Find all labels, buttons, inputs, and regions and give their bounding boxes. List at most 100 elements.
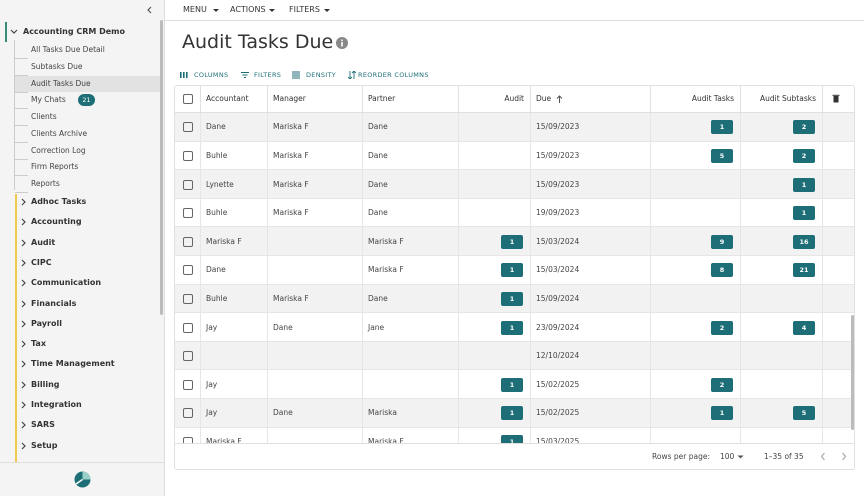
count-badge[interactable]: 1 [501, 377, 523, 392]
menu-button[interactable]: ACTIONS [230, 5, 266, 14]
column-header[interactable]: Audit Subtasks [759, 93, 816, 103]
cell-divider [740, 198, 741, 228]
cell-text: Dane [368, 293, 388, 303]
column-divider [458, 85, 459, 112]
nav-item[interactable]: My Chats [31, 95, 66, 105]
expand-icon [10, 29, 18, 34]
table-row[interactable] [175, 341, 854, 371]
row-checkbox[interactable] [183, 265, 193, 276]
count-badge[interactable]: 4 [793, 320, 815, 335]
cell-divider [650, 113, 651, 142]
toolbar-button[interactable]: DENSITY [306, 71, 337, 79]
row-checkbox[interactable] [183, 379, 193, 390]
chat-badge: 21 [78, 94, 95, 107]
column-header[interactable]: Due [536, 93, 552, 103]
column-header[interactable]: Partner [368, 93, 396, 103]
count-badge[interactable]: 1 [711, 120, 733, 135]
cell-divider [362, 313, 363, 342]
count-badge[interactable]: 1 [793, 177, 815, 192]
row-checkbox[interactable] [183, 179, 193, 190]
column-header[interactable]: Manager [273, 93, 306, 103]
count-badge[interactable]: 2 [793, 148, 815, 163]
count-badge[interactable]: 1 [501, 291, 523, 306]
column-header[interactable]: Accountant [206, 93, 249, 103]
menu-button[interactable]: MENU [183, 5, 207, 14]
count-badge[interactable]: 1 [501, 263, 523, 278]
count-badge[interactable]: 1 [711, 406, 733, 421]
nav-item[interactable]: Firm Reports [31, 162, 79, 172]
chevron [21, 442, 26, 450]
cell-divider [822, 256, 823, 285]
nav-item[interactable]: Subtasks Due [31, 61, 83, 71]
count-badge[interactable]: 5 [793, 406, 815, 421]
nav-group[interactable]: Adhoc Tasks [31, 197, 87, 206]
count-badge[interactable]: 2 [793, 120, 815, 135]
nav-item[interactable]: Correction Log [31, 145, 86, 155]
cell-divider [458, 427, 459, 443]
nav-group[interactable]: Payroll [31, 318, 62, 328]
nav-item[interactable]: Clients [31, 112, 57, 121]
count-badge[interactable]: 9 [711, 234, 733, 249]
nav-group[interactable]: Setup [31, 440, 58, 450]
row-checkbox[interactable] [183, 150, 193, 161]
tree-tick [15, 192, 28, 193]
nav-group[interactable]: Time Management [31, 359, 115, 369]
nav-item[interactable]: Clients Archive [31, 128, 88, 138]
chevron [21, 198, 26, 206]
row-checkbox[interactable] [183, 293, 193, 304]
nav-item[interactable]: Reports [31, 179, 60, 188]
nav-group[interactable]: Audit [31, 237, 56, 247]
column-header[interactable]: Audit [504, 93, 524, 103]
column-divider [267, 85, 268, 112]
count-badge[interactable]: 1 [501, 234, 523, 249]
count-badge[interactable]: 5 [711, 148, 733, 163]
nav-group[interactable]: Communication [31, 278, 102, 288]
cell-divider [530, 284, 531, 314]
row-checkbox[interactable] [183, 408, 193, 419]
column-header[interactable]: Audit Tasks [691, 93, 734, 103]
count-badge[interactable]: 8 [711, 263, 733, 278]
count-badge[interactable]: 1 [501, 406, 523, 421]
row-checkbox[interactable] [183, 436, 193, 443]
logo [74, 471, 91, 488]
count-badge[interactable]: 1 [501, 320, 523, 335]
row-checkbox[interactable] [183, 208, 193, 219]
row-checkbox[interactable] [183, 122, 193, 133]
column-divider [740, 85, 741, 112]
nav-group[interactable]: Integration [31, 400, 82, 409]
cell-divider [362, 141, 363, 171]
row-checkbox[interactable] [183, 236, 193, 247]
count-badge[interactable]: 21 [793, 263, 815, 278]
chevron [21, 218, 26, 226]
count-badge[interactable]: 1 [501, 434, 523, 443]
row-checkbox[interactable] [183, 351, 193, 362]
count-badge[interactable]: 2 [711, 320, 733, 335]
count-badge[interactable]: 1 [793, 206, 815, 221]
table [174, 85, 855, 470]
cell-divider [822, 313, 823, 342]
cell-text: Mariska F [273, 150, 309, 160]
cell-divider [822, 284, 823, 314]
nav-item[interactable]: Audit Tasks Due [31, 78, 91, 88]
count-badge[interactable]: 2 [711, 377, 733, 392]
cell-text: Mariska F [273, 293, 309, 303]
cell-text: 19/09/2023 [536, 208, 580, 218]
count-badge[interactable]: 16 [793, 234, 815, 249]
nav-item[interactable]: All Tasks Due Detail [31, 45, 105, 54]
nav-group[interactable]: Accounting [31, 217, 82, 227]
menu-button[interactable]: FILTERS [289, 5, 320, 14]
nav-group[interactable]: Tax [31, 339, 46, 349]
select-all-checkbox[interactable] [183, 93, 193, 104]
cell-text: 15/03/2024 [536, 265, 580, 275]
toolbar-button[interactable]: COLUMNS [194, 71, 229, 79]
nav-group[interactable]: Billing [31, 379, 60, 389]
toolbar-button[interactable]: FILTERS [254, 71, 282, 79]
row-checkbox[interactable] [183, 322, 193, 333]
toolbar-button[interactable]: REORDER COLUMNS [358, 71, 429, 79]
nav-group[interactable]: Financials [31, 298, 77, 308]
nav-group[interactable]: CIPC [31, 257, 52, 267]
nav-group[interactable]: SARS [31, 420, 55, 430]
tree-tick [15, 141, 28, 143]
topbar [165, 0, 864, 21]
rows-per-page-select[interactable]: 100 [720, 452, 735, 461]
